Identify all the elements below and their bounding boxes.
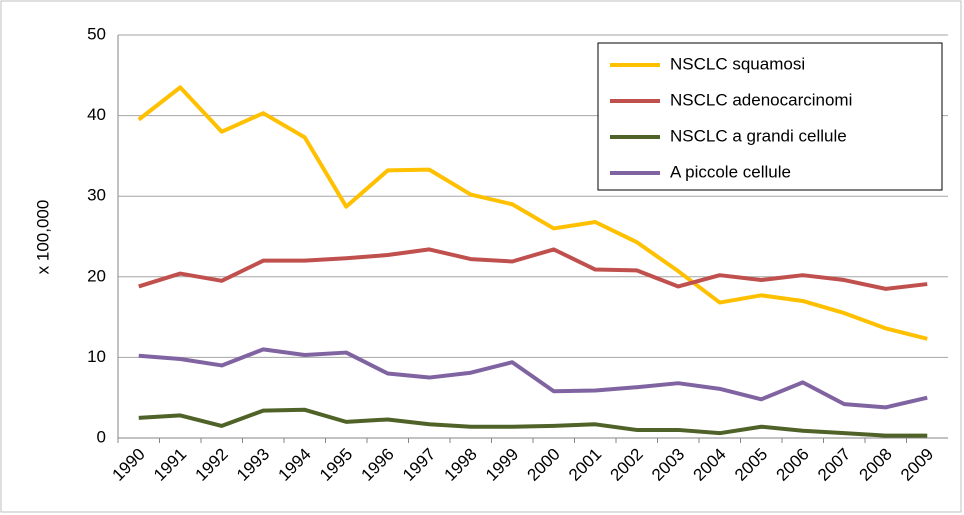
legend-label: A piccole cellule [670,162,791,181]
y-tick-label: 20 [87,266,106,285]
legend-label: NSCLC a grandi cellule [670,126,847,145]
series-line [138,247,928,291]
legend-label: NSCLC squamosi [670,54,805,73]
y-tick-label: 0 [97,427,106,446]
series-line [137,85,928,341]
y-tick-label: 40 [87,105,106,124]
y-axis-label: x 100,000 [33,200,52,275]
series-line [138,347,928,410]
y-tick-label: 30 [87,186,106,205]
y-tick-label: 10 [87,347,106,366]
legend-box [597,42,943,191]
legend-label: NSCLC adenocarcinomi [670,90,852,109]
y-tick-label: 50 [87,24,106,43]
series-line [138,407,928,438]
